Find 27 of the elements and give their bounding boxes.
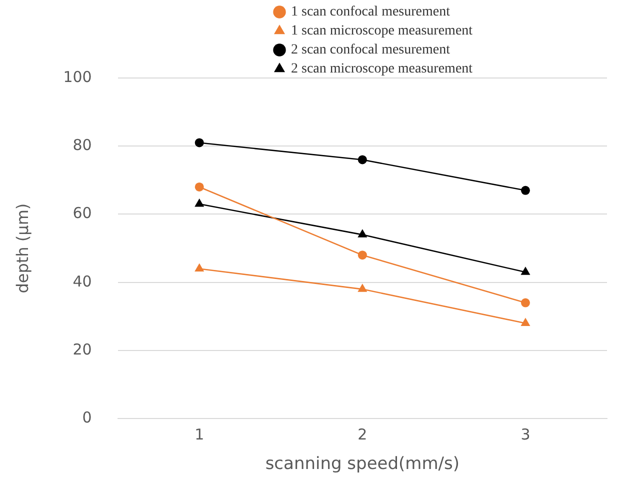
- y-tick-label: 80: [72, 136, 92, 154]
- point: [358, 250, 367, 260]
- legend-label: 2 scan confocal mesurement: [291, 42, 450, 58]
- y-axis-title: depth (μm): [12, 203, 32, 294]
- x-tick-label: 1: [194, 425, 204, 444]
- x-tick-label: 2: [358, 425, 368, 444]
- point: [520, 318, 530, 326]
- x-tick-label: 3: [520, 425, 530, 444]
- point: [520, 298, 530, 308]
- point: [194, 182, 204, 192]
- point: [520, 186, 530, 195]
- legend-label: 1 scan microscope measurement: [291, 24, 473, 39]
- point: [358, 229, 368, 238]
- point: [358, 284, 368, 292]
- y-tick-label: 60: [72, 204, 92, 222]
- point: [194, 138, 204, 148]
- point: [520, 266, 530, 275]
- y-tick-label: 20: [72, 340, 92, 358]
- y-tick-label: 0: [82, 408, 92, 426]
- x-axis-title: scanning speed(mm/s): [265, 454, 460, 474]
- point: [194, 198, 204, 207]
- point: [358, 155, 367, 164]
- legend-label: 2 scan microscope measurement: [291, 62, 473, 77]
- legend-label: 1 scan confocal mesurement: [291, 4, 450, 20]
- point: [194, 263, 204, 272]
- y-tick-label: 40: [72, 272, 92, 290]
- y-tick-label: 100: [63, 68, 92, 86]
